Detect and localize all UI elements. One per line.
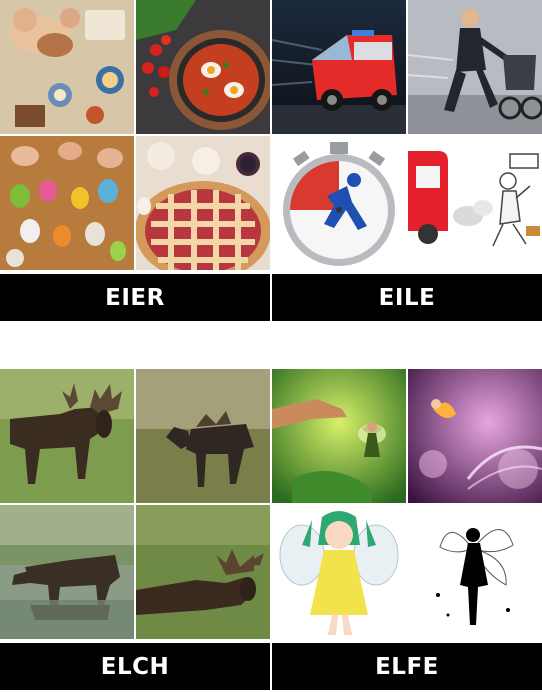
word-label: EILE: [272, 272, 542, 321]
rushing-to-bus-cartoon: [408, 136, 542, 270]
moose-grazing-photo: [136, 369, 270, 503]
image-grid: [0, 0, 270, 272]
word-card-eier[interactable]: EIER: [0, 0, 270, 321]
moose-standing-photo: [0, 369, 134, 503]
image-grid: [272, 369, 542, 641]
word-label: EIER: [0, 272, 270, 321]
fairy-on-finger-photo: [272, 369, 406, 503]
purple-fairy-photo: [408, 369, 542, 503]
moose-in-water-photo: [0, 505, 134, 639]
word-card-elch[interactable]: ELCH: [0, 369, 270, 690]
speeding-ambulance-photo: [272, 0, 406, 134]
moose-lying-photo: [136, 505, 270, 639]
lattice-pie-photo: [136, 136, 270, 270]
anime-green-fairy-drawing: [272, 505, 406, 639]
image-grid: [272, 0, 542, 272]
running-man-stroller-photo: [408, 0, 542, 134]
decorated-eggs-photo: [0, 136, 134, 270]
baking-hands-photo: [0, 0, 134, 134]
fairy-silhouette-icon: [408, 505, 542, 639]
word-label: ELCH: [0, 641, 270, 690]
shakshuka-pan-photo: [136, 0, 270, 134]
stopwatch-runner-icon: [272, 136, 406, 270]
word-card-eile[interactable]: EILE: [272, 0, 542, 321]
word-card-elfe[interactable]: ELFE: [272, 369, 542, 690]
image-grid: [0, 369, 270, 641]
word-label: ELFE: [272, 641, 542, 690]
